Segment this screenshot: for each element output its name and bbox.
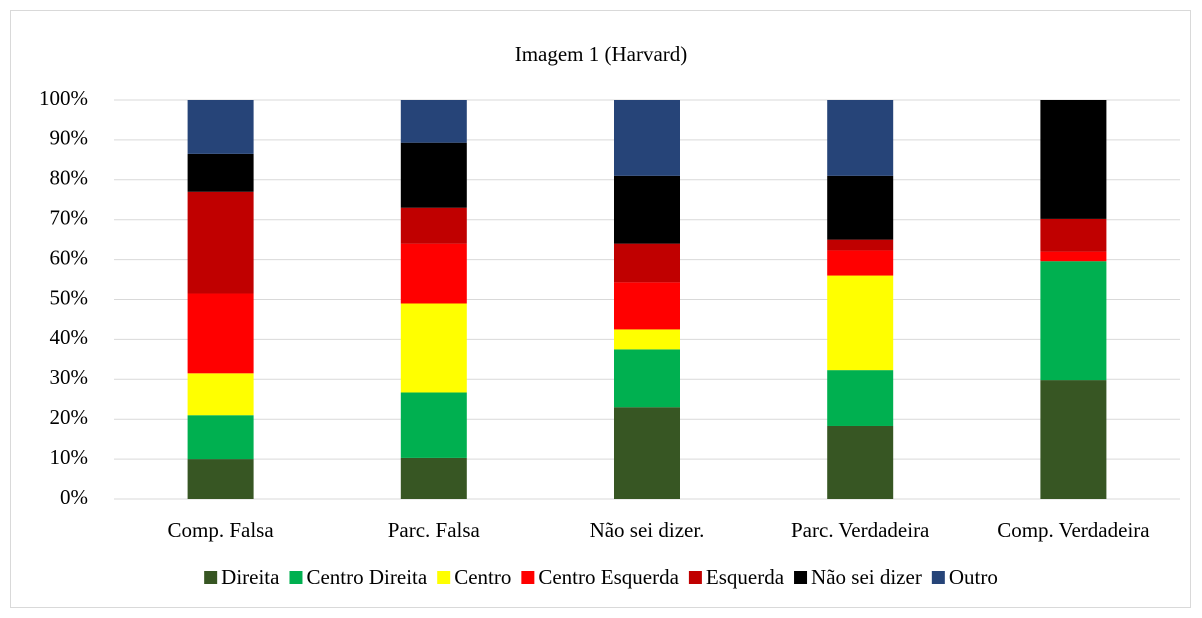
bar-segment <box>187 415 254 460</box>
bar-segment <box>614 282 680 330</box>
x-tick-label: Parc. Falsa <box>388 518 481 542</box>
bar-segment <box>827 275 894 371</box>
legend-label: Não sei dizer <box>811 565 922 589</box>
y-tick-label: 30% <box>50 365 89 389</box>
y-tick-label: 100% <box>39 86 88 110</box>
x-tick-label: Comp. Verdadeira <box>997 518 1150 542</box>
x-tick-label: Parc. Verdadeira <box>791 518 930 542</box>
y-tick-label: 80% <box>50 166 89 190</box>
y-tick-label: 50% <box>50 285 89 309</box>
bar-segment <box>1040 380 1107 499</box>
bar-segment <box>827 175 894 240</box>
bar-segment <box>187 191 254 294</box>
bar-segment <box>187 153 254 192</box>
bar-segment <box>614 175 680 244</box>
legend-swatch <box>688 571 702 584</box>
chart-title: Imagem 1 (Harvard) <box>515 42 688 66</box>
bar-segment <box>827 239 894 251</box>
bar-segment <box>400 100 467 143</box>
bar-segment <box>187 373 254 416</box>
bar-segment <box>614 349 680 408</box>
bar-segment <box>827 250 894 276</box>
bar-segment <box>614 407 680 499</box>
y-tick-label: 0% <box>60 485 88 509</box>
legend-label: Outro <box>949 565 998 589</box>
bar-segment <box>187 100 254 154</box>
bar-segment <box>187 459 254 499</box>
legend-label: Centro Esquerda <box>538 565 679 589</box>
x-tick-label: Não sei dizer. <box>590 518 705 542</box>
bar-segment <box>614 100 680 176</box>
bar-segment <box>1040 218 1107 252</box>
bar-segment <box>827 425 894 499</box>
y-tick-label: 10% <box>50 445 89 469</box>
bar-segment <box>1040 100 1107 219</box>
legend-label: Centro Direita <box>306 565 427 589</box>
legend-swatch <box>521 571 535 584</box>
bar-segment <box>400 303 467 393</box>
bar-segment <box>187 293 254 374</box>
legend-label: Esquerda <box>706 565 785 589</box>
y-tick-label: 70% <box>50 206 89 230</box>
bar-segment <box>400 142 467 208</box>
legend-label: Centro <box>454 565 511 589</box>
bar-segment <box>614 329 680 350</box>
y-tick-label: 20% <box>50 405 89 429</box>
legend-swatch <box>204 571 218 584</box>
bar-segment <box>400 457 467 499</box>
bar-segment <box>1040 261 1107 381</box>
legend-swatch <box>437 571 451 584</box>
legend-swatch <box>794 571 808 584</box>
bar-segment <box>827 100 894 176</box>
x-tick-label: Comp. Falsa <box>168 518 275 542</box>
bar-segment <box>827 370 894 426</box>
y-tick-label: 40% <box>50 325 89 349</box>
bar-segment <box>1040 251 1107 262</box>
bar-segment <box>400 243 467 304</box>
bar-segment <box>614 243 680 283</box>
y-tick-label: 90% <box>50 126 89 150</box>
legend-swatch <box>931 571 945 584</box>
bar-segment <box>400 207 467 244</box>
legend-label: Direita <box>221 565 280 589</box>
bar-segment <box>400 392 467 458</box>
legend-swatch <box>289 571 303 584</box>
y-tick-label: 60% <box>50 245 89 269</box>
